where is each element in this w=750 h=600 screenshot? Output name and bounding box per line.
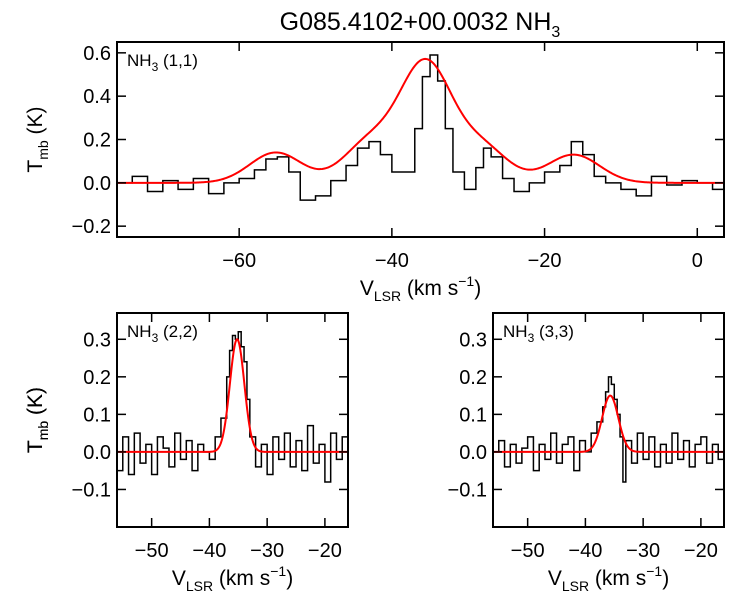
x-tick-label: −50 (135, 540, 169, 562)
y-tick-label: 0.1 (83, 404, 111, 426)
y-tick-label: 0.2 (83, 367, 111, 389)
x-tick-label: −40 (568, 540, 602, 562)
panel-label: NH3 (1,1) (127, 51, 198, 74)
figure-title: G085.4102+00.0032 NH3 (280, 8, 561, 41)
y-tick-label: 0.0 (83, 173, 111, 195)
panel-label: NH3 (2,2) (127, 322, 198, 345)
x-tick-label: −50 (511, 540, 545, 562)
y-tick-label: 0.2 (459, 367, 487, 389)
y-tick-label: 0.3 (83, 329, 111, 351)
y-tick-label: 0.4 (83, 86, 111, 108)
x-tick-label: −20 (684, 540, 718, 562)
plot-frame (492, 312, 725, 528)
spectrum-step-line (117, 54, 724, 201)
x-axis-label: VLSR (km s−1) (360, 273, 481, 304)
x-tick-label: 0 (692, 250, 703, 272)
x-axis-label: VLSR (km s−1) (172, 563, 293, 594)
plot-frame (116, 312, 349, 528)
spectrum-step-line (117, 331, 348, 483)
y-tick-label: −0.2 (72, 216, 111, 238)
y-tick-label: 0.3 (459, 329, 487, 351)
gaussian-fit-line (493, 394, 724, 453)
x-tick-label: −30 (250, 540, 284, 562)
y-tick-label: 0.0 (459, 442, 487, 464)
x-tick-label: −40 (375, 250, 409, 272)
y-tick-label: 0.0 (83, 442, 111, 464)
y-tick-label: 0.2 (83, 130, 111, 152)
x-tick-label: −60 (222, 250, 256, 272)
x-tick-label: −40 (192, 540, 226, 562)
spectrum-step-line (493, 376, 724, 483)
x-axis-label: VLSR (km s−1) (548, 563, 669, 594)
y-axis-label: Tmb (K) (24, 387, 51, 453)
gaussian-fit-line (117, 57, 724, 184)
panel-nh3-22: −50 −40 −30 −20 −0.1 0.0 0.1 0.2 0.3 VLSR (km s−1… (24, 312, 349, 594)
y-tick-label: −0.1 (448, 479, 487, 501)
x-tick-label: −30 (626, 540, 660, 562)
panel-nh3-33: −50 −40 −30 −20 −0.1 0.0 0.1 0.2 0.3 VLSR (km s−1… (24, 312, 725, 594)
y-axis-label: Tmb (K) (24, 387, 51, 453)
gaussian-fit-line (117, 338, 348, 453)
panel-label: NH3 (3,3) (503, 322, 574, 345)
plot-frame (116, 41, 725, 238)
panel-nh3-11: −60 −40 −20 0 −0.2 0.0 0.2 0.4 0.6 VLSR (km s−1) T… (24, 41, 725, 304)
y-tick-label: 0.6 (83, 43, 111, 65)
x-tick-label: −20 (308, 540, 342, 562)
x-tick-label: −20 (528, 250, 562, 272)
y-tick-label: 0.1 (459, 404, 487, 426)
y-tick-label: −0.1 (72, 479, 111, 501)
y-axis-label: Tmb (K) (24, 106, 51, 172)
